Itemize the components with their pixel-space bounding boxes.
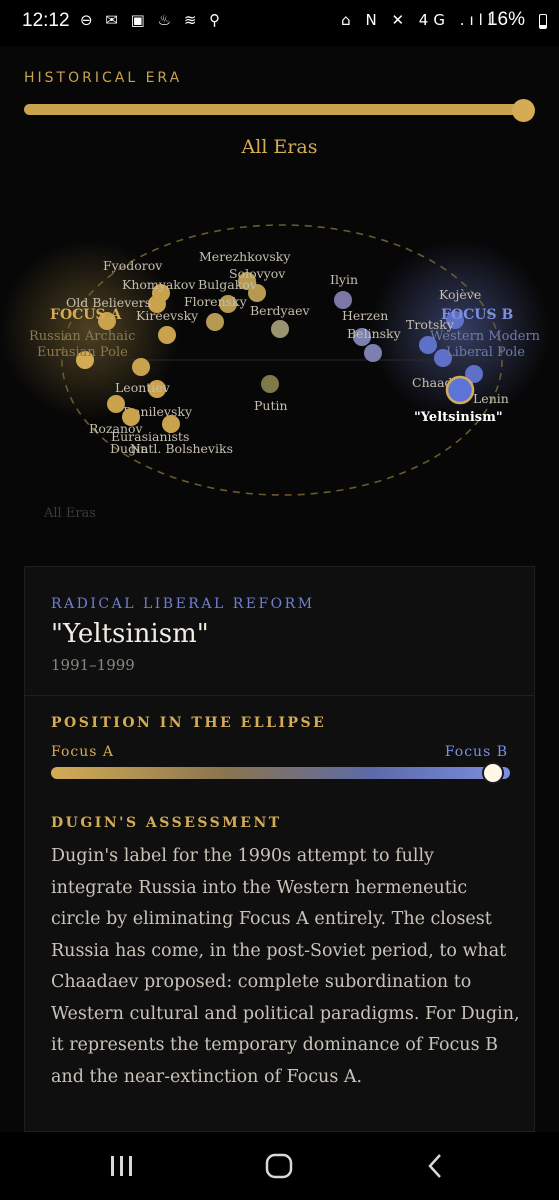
label-trotsky: Trotsky (406, 317, 455, 332)
hermeneutic-ellipse: Fyodorov Merezhkovsky Solovyov Khomyakov… (0, 180, 559, 560)
position-focus-b: Focus B (444, 744, 508, 760)
node-herzen[interactable] (353, 328, 371, 346)
node-yeltsinism[interactable] (445, 375, 475, 405)
label-florensky: Florensky (184, 294, 248, 309)
battery-level: 16% (486, 9, 525, 30)
label-solovyov: Solovyov (229, 266, 286, 281)
card-years: 1991–1999 (51, 656, 135, 674)
label-dugin: Dugin (110, 441, 148, 456)
node-belinsky[interactable] (364, 344, 382, 362)
signal-icons: ⌂ N ✕ 4G .ıll (341, 11, 497, 29)
node-florensky[interactable] (206, 313, 224, 331)
home-icon (265, 1153, 293, 1179)
era-selected-value: All Eras (241, 136, 318, 158)
node-berdyaev[interactable] (271, 320, 289, 338)
label-old-believers: Old Believers (66, 295, 151, 310)
node-kireevsky[interactable] (158, 326, 176, 344)
status-time: 12:12 (22, 10, 70, 31)
era-slider-track[interactable] (24, 104, 524, 115)
home-button[interactable] (249, 1146, 309, 1186)
card-divider (25, 695, 534, 696)
node-rozanov[interactable] (122, 408, 140, 426)
node-trotsky[interactable] (419, 336, 437, 354)
recents-button[interactable] (91, 1146, 151, 1186)
node-eurasianists[interactable] (162, 415, 180, 433)
detail-card: RADICAL LIBERAL REFORM "Yeltsinism" 1991… (24, 566, 535, 1132)
focus-a-glow (0, 240, 180, 420)
label-leontiev: Leontiev (115, 380, 171, 395)
status-bar: 12:12 ⊖ ✉ ▣ ♨ ≋ ⚲ ⌂ N ✕ 4G .ıll 16% (0, 0, 559, 46)
node-kojeve[interactable] (446, 311, 464, 329)
back-icon (428, 1154, 441, 1178)
focus-b-label: FOCUS B (441, 307, 513, 323)
position-heading: POSITION IN THE ELLIPSE (51, 715, 327, 731)
battery-icon (539, 14, 547, 29)
label-ilyin: Ilyin (330, 272, 358, 287)
assessment-text: Dugin's label for the 1990s attempt to f… (51, 846, 520, 1087)
label-herzen: Herzen (342, 308, 388, 323)
label-lenin: Lenin (473, 391, 509, 406)
label-yeltsinism: "Yeltsinism" (414, 410, 503, 425)
label-rozanov: Rozanov (89, 421, 144, 436)
node-bulgakov[interactable] (219, 295, 237, 313)
node-danilevsky[interactable] (107, 395, 125, 413)
era-slider-thumb[interactable] (512, 99, 535, 122)
pole-a-line2: Eurasian Pole (37, 345, 128, 360)
label-berdyaev: Berdyaev (250, 303, 310, 318)
position-marker (481, 762, 504, 784)
node-solovyov[interactable] (248, 284, 266, 302)
card-title: "Yeltsinism" (51, 619, 209, 649)
focus-b-glow (370, 240, 550, 420)
card-category: RADICAL LIBERAL REFORM (51, 596, 315, 612)
node-lenin[interactable] (465, 365, 483, 383)
node-fyodorov[interactable] (98, 312, 116, 330)
label-natl-bolsheviks: Natl. Bolsheviks (130, 441, 233, 456)
assessment-heading: DUGIN'S ASSESSMENT (51, 815, 282, 831)
label-putin: Putin (254, 398, 288, 413)
ellipse-corner-label: All Eras (43, 506, 96, 521)
node-ilyin[interactable] (334, 291, 352, 309)
back-button[interactable] (404, 1146, 464, 1186)
notification-icons: ⊖ ✉ ▣ ♨ ≋ ⚲ (80, 11, 225, 29)
navigation-bar (0, 1132, 559, 1200)
node-leontiev[interactable] (148, 380, 166, 398)
label-kireevsky: Kireevsky (136, 308, 199, 323)
node-old-believers[interactable] (148, 295, 166, 313)
label-kojeve: Kojève (439, 287, 481, 302)
label-bulgakov: Bulgakov (198, 277, 258, 292)
node-merezhkovsky[interactable] (238, 272, 256, 290)
recents-icon (111, 1156, 132, 1176)
era-label: HISTORICAL ERA (24, 70, 183, 86)
node-eurasian-pole[interactable] (132, 358, 150, 376)
position-focus-a: Focus A (51, 744, 114, 760)
label-danilevsky: Danilevsky (123, 404, 193, 419)
pole-b-line2: Liberal Pole (446, 345, 525, 360)
position-bar (51, 767, 510, 779)
node-focus-a[interactable] (76, 351, 94, 369)
pole-a-line1: Russian Archaic (29, 329, 135, 344)
label-khomyakov: Khomyakov (122, 277, 196, 292)
node-putin[interactable] (261, 375, 279, 393)
label-merezhkovsky: Merezhkovsky (199, 249, 291, 264)
label-belinsky: Belinsky (347, 326, 402, 341)
label-eurasianists: Eurasianists (111, 429, 189, 444)
pole-b-line1: Western Modern (430, 329, 541, 344)
label-fyodorov: Fyodorov (103, 258, 163, 273)
node-chaadaev[interactable] (434, 349, 452, 367)
focus-a-label: FOCUS A (50, 307, 122, 323)
